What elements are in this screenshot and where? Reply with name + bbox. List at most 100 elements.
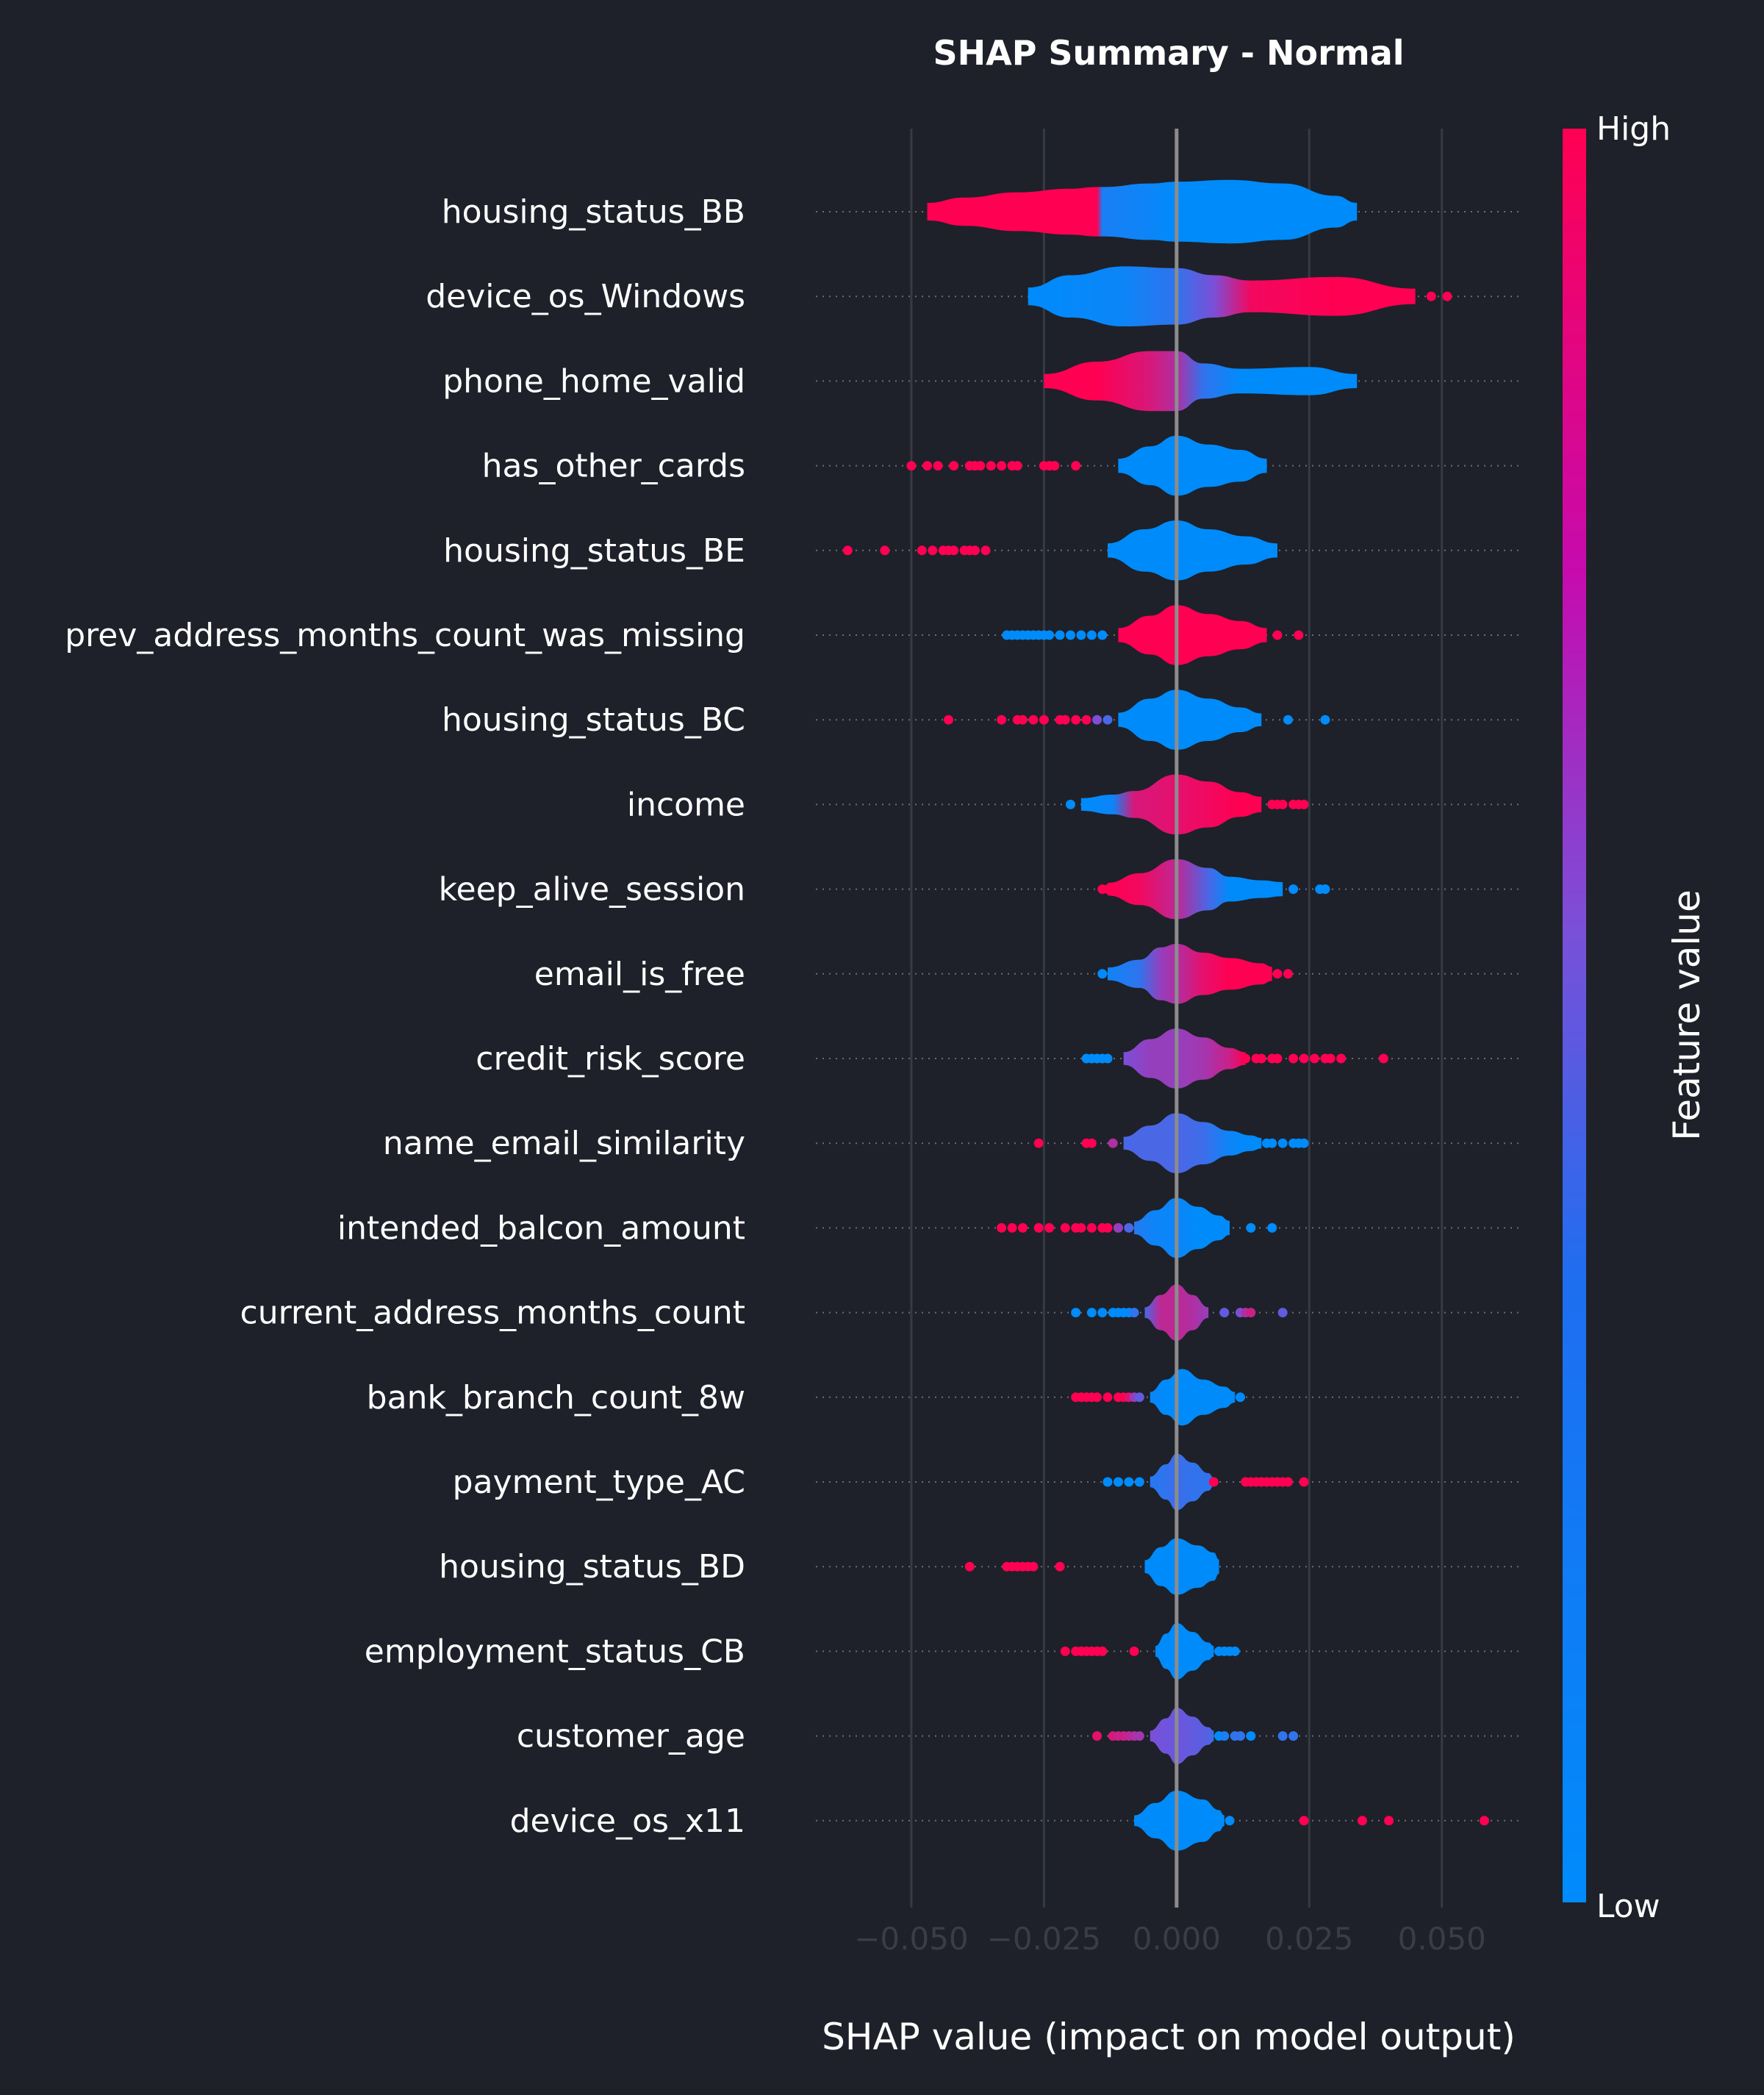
shap-point	[1028, 715, 1039, 725]
violin-shape	[1107, 520, 1277, 581]
shap-point	[943, 715, 953, 725]
x-tick-label: 0.000	[1133, 1921, 1221, 1957]
shap-point	[1044, 630, 1055, 640]
shap-point	[1235, 1731, 1245, 1741]
x-tick-label: −0.025	[987, 1921, 1101, 1957]
shap-point	[1012, 461, 1022, 471]
shap-point	[1129, 1646, 1139, 1656]
shap-point	[1060, 1222, 1070, 1233]
feature-row: phone_home_valid	[442, 351, 1520, 412]
shap-point	[1092, 1731, 1102, 1741]
feature-label: housing_status_BD	[439, 1548, 745, 1586]
shap-point	[1102, 884, 1113, 895]
shap-point	[1081, 715, 1091, 725]
x-tick-label: 0.050	[1398, 1921, 1486, 1957]
shap-point	[970, 545, 980, 556]
shap-point	[1086, 1308, 1097, 1318]
shap-point	[933, 461, 943, 471]
feature-row: housing_status_BE	[443, 520, 1520, 581]
shap-point	[1299, 799, 1309, 809]
feature-label: has_other_cards	[482, 448, 745, 485]
feature-row: intended_balcon_amount	[337, 1197, 1520, 1258]
violin-shape	[1118, 690, 1262, 750]
shap-point	[1129, 1308, 1139, 1318]
feature-row: keep_alive_session	[439, 859, 1520, 920]
feature-label: name_email_similarity	[383, 1125, 745, 1162]
shap-point	[1018, 715, 1028, 725]
shap-point	[1113, 1477, 1123, 1487]
feature-label: housing_status_BC	[442, 701, 745, 739]
shap-point	[917, 545, 927, 556]
violin-shape	[1028, 266, 1416, 326]
shap-point	[1086, 1222, 1097, 1233]
shap-point	[1060, 1646, 1070, 1656]
feature-row: device_os_Windows	[426, 266, 1520, 326]
shap-point	[1102, 1392, 1113, 1403]
shap-point	[1102, 1222, 1113, 1233]
shap-point	[1007, 1222, 1017, 1233]
shap-point	[1097, 1646, 1108, 1656]
shap-point	[1028, 1561, 1039, 1572]
shap-point	[975, 461, 986, 471]
shap-point	[1134, 1392, 1144, 1403]
violin-shape	[1044, 351, 1358, 412]
violin-shape	[1118, 605, 1267, 665]
shap-point	[1097, 1308, 1108, 1318]
x-tick-label: 0.025	[1265, 1921, 1353, 1957]
shap-point	[997, 715, 1007, 725]
shap-point	[1065, 630, 1075, 640]
shap-point	[906, 461, 917, 471]
colorbar-title: Feature value	[1666, 889, 1708, 1140]
shap-point	[1102, 1477, 1113, 1487]
feature-row: income	[627, 774, 1520, 835]
feature-label: keep_alive_session	[439, 871, 745, 909]
violin-shape	[927, 179, 1358, 244]
shap-point	[1277, 1308, 1288, 1318]
shap-point	[964, 1561, 975, 1572]
shap-point	[1097, 630, 1108, 640]
shap-point	[1299, 1138, 1309, 1148]
shap-point	[1134, 1477, 1144, 1487]
shap-point	[1246, 1308, 1256, 1318]
shap-point	[1299, 1816, 1309, 1826]
shap-point	[997, 461, 1007, 471]
colorbar-high-label: High	[1596, 110, 1671, 148]
shap-point	[1219, 1308, 1230, 1318]
shap-point	[1283, 1477, 1293, 1487]
shap-point	[997, 1222, 1007, 1233]
feature-row: name_email_similarity	[383, 1113, 1520, 1173]
feature-label: income	[627, 786, 745, 823]
feature-label: phone_home_valid	[442, 362, 745, 400]
shap-point	[1076, 630, 1086, 640]
grid-layer	[910, 129, 1444, 1908]
feature-row: payment_type_AC	[453, 1453, 1520, 1511]
shap-point	[880, 545, 890, 556]
shap-point	[1320, 884, 1330, 895]
shap-point	[1102, 715, 1113, 725]
feature-label: bank_branch_count_8w	[367, 1379, 745, 1417]
shap-point	[1033, 1138, 1044, 1148]
feature-row: credit_risk_score	[476, 1028, 1520, 1089]
shap-point	[1267, 1222, 1277, 1233]
shap-point	[1050, 461, 1060, 471]
shap-point	[1055, 630, 1065, 640]
shap-point	[1442, 291, 1452, 301]
shap-point	[1299, 1053, 1309, 1064]
shap-point	[1055, 1561, 1065, 1572]
violin-shape	[1150, 1708, 1214, 1764]
feature-label: intended_balcon_amount	[337, 1209, 745, 1247]
violin-shape	[1123, 1028, 1246, 1089]
shap-point	[1060, 715, 1070, 725]
feature-label: current_address_months_count	[240, 1294, 745, 1332]
feature-row: housing_status_BC	[442, 690, 1520, 750]
shap-point	[1092, 715, 1102, 725]
shap-point	[1479, 1816, 1489, 1826]
feature-row: current_address_months_count	[240, 1284, 1520, 1341]
violin-shape	[1118, 435, 1267, 496]
shap-point	[1384, 1816, 1394, 1826]
feature-label: employment_status_CB	[365, 1633, 745, 1670]
shap-point	[1288, 884, 1299, 895]
violin-shape	[1150, 1369, 1236, 1426]
shap-point	[1325, 1053, 1335, 1064]
